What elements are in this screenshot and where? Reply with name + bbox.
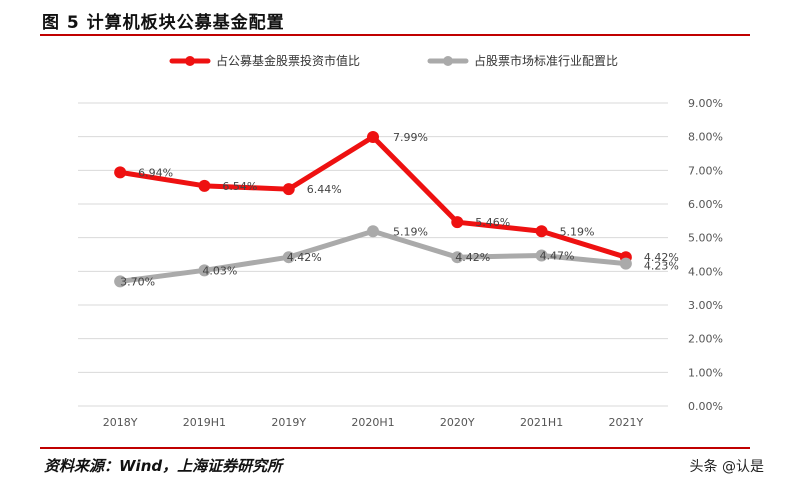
- series-2-point: [620, 258, 632, 270]
- legend-label-1: 占公募基金股票投资市值比: [216, 53, 360, 68]
- y-tick-label: 6.00%: [688, 198, 723, 211]
- series-1-point: [283, 183, 295, 195]
- series-line-1: [120, 137, 626, 257]
- y-tick-label: 0.00%: [688, 400, 723, 413]
- data-label: 3.70%: [120, 275, 155, 288]
- source-note: 资料来源：Wind，上海证券研究所: [44, 455, 282, 476]
- series-1-point: [367, 131, 379, 143]
- data-label: 6.94%: [138, 166, 173, 179]
- data-label: 4.23%: [644, 260, 679, 273]
- x-tick-label: 2020H1: [351, 416, 394, 429]
- legend-label-2: 占股票市场标准行业配置比: [474, 53, 618, 68]
- watermark: 头条 @认是: [690, 456, 764, 476]
- x-tick-label: 2021H1: [520, 416, 563, 429]
- data-label: 6.54%: [222, 180, 257, 193]
- x-tick-label: 2021Y: [608, 416, 643, 429]
- series-1-point: [198, 180, 210, 192]
- y-tick-label: 1.00%: [688, 366, 723, 379]
- data-label: 7.99%: [393, 131, 428, 144]
- x-tick-label: 2018Y: [103, 416, 138, 429]
- series-2-point: [367, 225, 379, 237]
- data-label: 4.03%: [202, 264, 237, 277]
- data-label: 4.47%: [540, 250, 575, 263]
- y-tick-label: 3.00%: [688, 299, 723, 312]
- legend-marker-1: [185, 56, 195, 66]
- data-label: 4.42%: [287, 251, 322, 264]
- y-tick-label: 2.00%: [688, 333, 723, 346]
- y-tick-label: 8.00%: [688, 131, 723, 144]
- series-1-point: [536, 225, 548, 237]
- y-tick-label: 5.00%: [688, 232, 723, 245]
- x-tick-label: 2019Y: [271, 416, 306, 429]
- legend-marker-2: [443, 56, 453, 66]
- y-tick-label: 4.00%: [688, 265, 723, 278]
- y-tick-label: 9.00%: [688, 97, 723, 110]
- x-tick-label: 2020Y: [440, 416, 475, 429]
- data-label: 5.46%: [475, 216, 510, 229]
- y-tick-label: 7.00%: [688, 164, 723, 177]
- data-label: 5.19%: [393, 225, 428, 238]
- series-1-point: [451, 216, 463, 228]
- data-label: 4.42%: [455, 251, 490, 264]
- x-tick-label: 2019H1: [183, 416, 226, 429]
- series-1-point: [114, 166, 126, 178]
- data-label: 6.44%: [307, 183, 342, 196]
- data-label: 5.19%: [560, 225, 595, 238]
- source-divider: [40, 447, 750, 449]
